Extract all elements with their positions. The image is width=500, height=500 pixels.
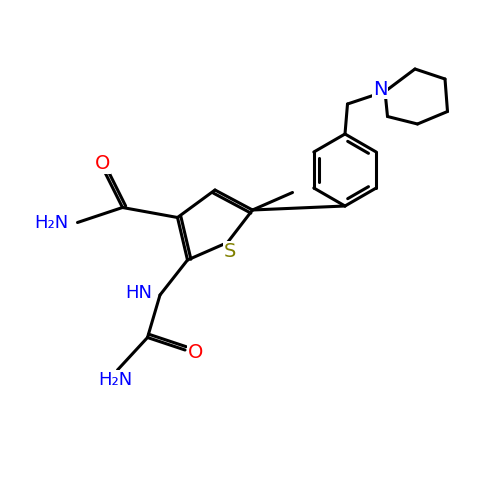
Text: H₂N: H₂N: [98, 371, 132, 389]
Text: O: O: [188, 343, 204, 362]
Text: O: O: [95, 154, 110, 173]
Text: N: N: [373, 80, 387, 98]
Text: HN: HN: [126, 284, 152, 302]
Text: H₂N: H₂N: [34, 214, 68, 232]
Text: S: S: [224, 242, 236, 261]
